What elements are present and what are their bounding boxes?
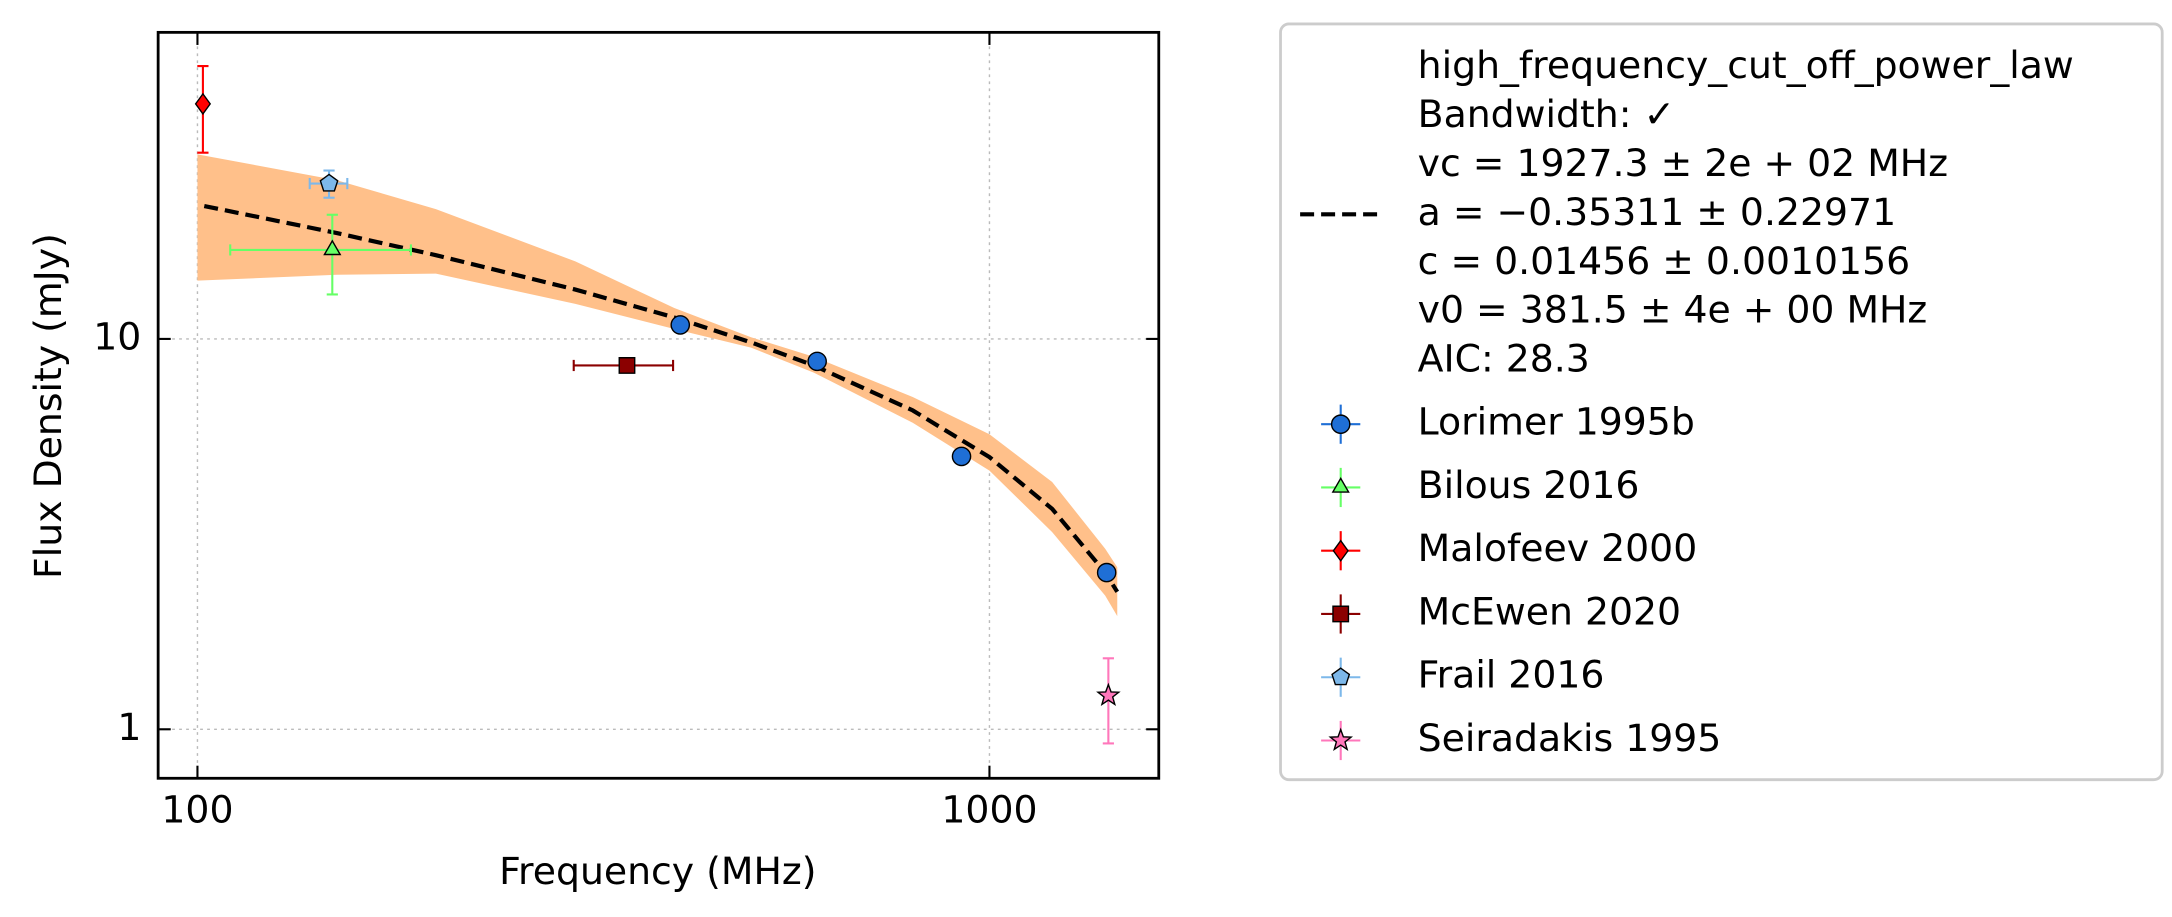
fit-line [203, 203, 1120, 593]
legend: high_frequency_cut_off_power_law Bandwidt… [1300, 43, 2074, 761]
y-axis-label: Flux Density (mJy) [26, 233, 70, 579]
data-point [618, 357, 636, 374]
data-point [951, 446, 972, 467]
x-tick-label: 100 [161, 787, 233, 831]
legend-text: Bandwidth: ✓ [1418, 92, 1675, 136]
legend-marker [1331, 667, 1351, 686]
legend-label: Lorimer 1995b [1418, 400, 1695, 444]
legend-marker [1332, 539, 1349, 562]
legend-marker [1332, 605, 1350, 623]
legend-marker [1331, 476, 1350, 493]
legend-box [1279, 22, 2164, 782]
legend-label: Frail 2016 [1418, 653, 1605, 697]
legend-text: a = −0.35311 ± 0.22971 [1418, 190, 1896, 234]
legend-text: vc = 1927.3 ± 2e + 02 MHz [1418, 141, 1948, 185]
legend-text: v0 = 381.5 ± 4e + 00 MHz [1418, 288, 1928, 332]
legend-label: Malofeev 2000 [1418, 526, 1698, 570]
legend-text: high_frequency_cut_off_power_law [1418, 43, 2074, 87]
x-axis-label: Frequency (MHz) [499, 849, 816, 893]
x-tick-label: 1000 [941, 787, 1037, 831]
data-point [1096, 682, 1121, 707]
data-point [194, 92, 212, 116]
y-tick-label: 1 [117, 705, 141, 749]
axes-frame [156, 30, 1161, 780]
plot-area [158, 32, 1159, 779]
data-point [319, 173, 339, 192]
legend-label: McEwen 2020 [1418, 589, 1681, 633]
data-point [807, 351, 827, 372]
data-point [670, 315, 691, 335]
y-tick-label: 10 [93, 314, 141, 358]
fit-band [197, 154, 1118, 617]
legend-marker [1328, 727, 1354, 751]
legend-label: Seiradakis 1995 [1418, 716, 1722, 760]
legend-text: c = 0.01456 ± 0.0010156 [1418, 239, 1910, 283]
legend-label: Bilous 2016 [1418, 463, 1640, 507]
data-point [1096, 562, 1117, 583]
legend-marker [1330, 414, 1351, 435]
data-point [323, 239, 342, 256]
legend-text: AIC: 28.3 [1418, 337, 1590, 381]
